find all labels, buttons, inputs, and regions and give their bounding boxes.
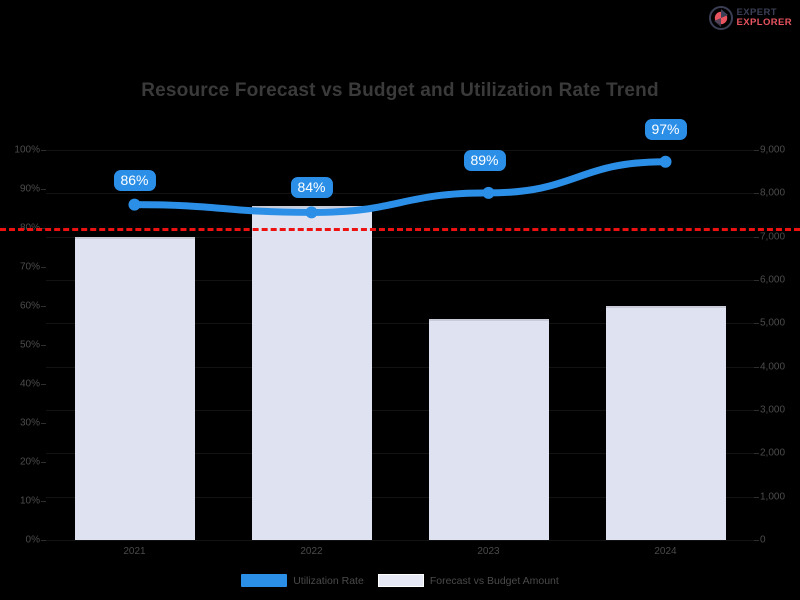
logo-line-1: EXPERT [736,7,777,19]
y-tick-label-left: 70% [19,261,40,273]
y-tick-label-left: 40% [19,378,40,390]
y-tick-mark-right [754,496,759,498]
y-tick-mark-left [41,189,46,190]
x-tick-label: 2021 [123,546,146,557]
legend-item[interactable]: Forecast vs Budget Amount [377,574,559,587]
y-tick-mark-left [41,150,46,151]
bar[interactable] [428,319,549,540]
legend-item-label: Forecast vs Budget Amount [429,574,559,587]
gridline [46,280,754,281]
gridline [46,496,754,498]
y-tick-label-left: 30% [19,417,40,429]
y-tick-mark-left [41,267,46,268]
data-point[interactable] [659,155,672,168]
data-point[interactable] [305,206,318,219]
y-tick-label-right: 8,000 [760,187,786,199]
y-tick-mark-right [754,453,759,455]
trend-line [131,158,669,216]
y-tick-mark-right [754,410,759,411]
y-tick-label-right: 3,000 [760,404,786,416]
y-tick-mark-left [41,462,46,463]
y-tick-mark-right [754,280,759,281]
gridline [46,236,754,238]
y-tick-mark-right [754,236,759,238]
data-label-badge: 86% [113,169,156,191]
y-tick-label-left: 50% [19,339,40,351]
y-tick-label-left: 90% [19,183,40,195]
gridline [46,193,754,195]
y-tick-mark-left [41,306,46,307]
y-tick-label-right: 1,000 [760,491,786,503]
logo-line-2: EXPLORER [736,17,792,28]
y-tick-mark-left [41,501,46,502]
data-point[interactable] [482,186,495,199]
gridline [46,323,754,325]
y-tick-label-right: 4,000 [760,361,786,373]
gridline [46,366,754,368]
y-tick-mark-right [754,150,759,151]
y-tick-label-left: 60% [19,300,40,312]
y-tick-mark-right [754,540,759,541]
y-tick-label-left: 10% [19,495,40,507]
gridline [46,150,754,151]
y-tick-mark-right [754,193,759,195]
y-tick-label-left: 20% [19,456,40,468]
y-tick-mark-left [41,384,46,385]
gridline [46,410,754,411]
data-label-badge: 97% [644,118,687,140]
x-tick-label: 2023 [477,546,500,557]
y-tick-label-right: 7,000 [760,231,786,243]
y-tick-label-left: 100% [14,144,40,156]
logo-wordmark: EXPERT EXPLORER [737,8,792,27]
y-tick-label-right: 6,000 [760,274,786,286]
y-axis-left: 100% 90% 80% 70% 60% 50% 40% 30% 20% 10% 0% [0,145,46,546]
y-axis-right: 9,000 8,000 7,000 6,000 5,000 4,000 3,000 2,000… [754,145,800,546]
chart-legend: Utilization Rate Forecast vs Budget Amoun… [0,574,800,587]
x-tick-label: 2024 [654,546,677,557]
chart-title: Resource Forecast vs Budget and Utilizat… [141,80,659,101]
bar[interactable] [74,236,195,540]
y-tick-mark-left [41,540,46,541]
y-tick-label-right: 2,000 [760,447,786,459]
gridline [46,453,754,455]
logo-mark-icon [708,6,733,30]
data-label-badge: 89% [463,149,506,171]
plot-area: 86% 84% 89% 97% [0,118,800,541]
y-tick-mark-right [754,366,759,368]
bar[interactable] [605,306,726,540]
legend-item-label: Utilization Rate [293,574,364,587]
y-tick-label-right: 0 [760,534,766,546]
data-point[interactable] [128,198,141,211]
y-tick-mark-right [754,323,759,325]
legend-item[interactable]: Utilization Rate [241,574,364,587]
y-tick-mark-left [41,423,46,424]
data-label-badge: 84% [290,177,333,199]
x-tick-label: 2022 [300,546,323,557]
y-tick-label-right: 5,000 [760,317,786,329]
gridline [46,540,754,541]
y-tick-mark-left [41,345,46,346]
y-tick-label-right: 9,000 [760,144,786,156]
line-series [128,155,672,219]
brand-logo: EXPERT EXPLORER [708,5,792,31]
legend-bar-swatch [377,574,424,587]
reference-line [0,228,800,231]
bar[interactable] [251,206,372,540]
y-tick-label-left: 0% [25,534,40,546]
legend-line-swatch [241,574,288,587]
